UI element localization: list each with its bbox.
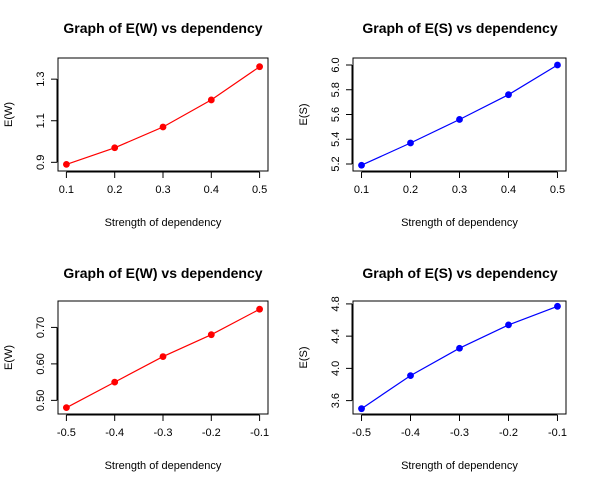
y-tick-label: 0.9 [35, 155, 47, 170]
x-axis-label: Strength of dependency [401, 460, 518, 472]
data-point [111, 144, 119, 152]
data-point [456, 116, 463, 123]
y-tick-label: 0.50 [35, 390, 47, 411]
data-point [505, 91, 512, 99]
x-tick-label: 0.2 [403, 184, 418, 196]
y-tick-label: 3.6 [330, 393, 342, 408]
data-point [207, 96, 215, 104]
x-tick-label: 0.2 [107, 184, 122, 196]
chart-panel-3: Graph of E(W) vs dependency -0.5 -0.4 -0.3 -… [3, 265, 269, 472]
chart-title: Graph of E(W) vs dependency [63, 265, 262, 281]
chart-title: Graph of E(S) vs dependency [362, 265, 557, 281]
data-point [63, 161, 70, 168]
y-axis-label: E(S) [298, 347, 310, 369]
chart-title: Graph of E(W) vs dependency [63, 20, 262, 36]
data-point [554, 302, 561, 310]
data-point [358, 161, 365, 169]
series-line [361, 64, 558, 166]
y-tick-label: 5.4 [330, 132, 342, 147]
data-point [63, 404, 70, 412]
y-tick-label: 5.2 [330, 156, 342, 171]
x-tick-label: 0.1 [354, 184, 369, 196]
x-tick-label: 0.5 [252, 184, 267, 196]
y-tick-label: 4.0 [330, 361, 342, 376]
x-axis-label: Strength of dependency [105, 217, 222, 229]
x-tick-label: 0.3 [155, 184, 170, 196]
data-point [554, 61, 561, 69]
y-tick-label: 4.4 [330, 328, 342, 343]
x-tick-label: -0.5 [57, 427, 76, 439]
data-point [256, 305, 263, 313]
data-point [505, 321, 512, 329]
y-tick-label: 1.3 [35, 72, 47, 87]
chart-title: Graph of E(S) vs dependency [362, 20, 557, 36]
y-tick-label: 5.8 [330, 82, 342, 97]
y-tick-label: 0.70 [35, 317, 47, 338]
chart-panel-1: Graph of E(W) vs dependency 0.1 0.2 0.3 0.4 0… [3, 20, 269, 229]
x-tick-label: -0.1 [250, 427, 269, 439]
y-tick-label: 0.60 [35, 353, 47, 374]
x-tick-label: -0.1 [548, 427, 567, 439]
x-tick-label: 0.4 [204, 184, 219, 196]
x-tick-label: 0.1 [59, 184, 74, 196]
plot-frame [57, 57, 269, 172]
x-tick-label: -0.2 [202, 427, 221, 439]
x-tick-label: -0.2 [499, 427, 518, 439]
chart-panel-2: Graph of E(S) vs dependency 0.1 0.2 0.3 0.4 0… [298, 20, 567, 229]
x-tick-label: -0.3 [154, 427, 173, 439]
x-tick-label: 0.5 [550, 184, 565, 196]
chart-panel-4: Graph of E(S) vs dependency -0.5 -0.4 -0.3 -… [298, 265, 567, 472]
series-line [361, 305, 558, 410]
data-point [159, 123, 167, 131]
y-tick-label: 4.8 [330, 296, 342, 311]
y-tick-label: 5.6 [330, 107, 342, 122]
data-point [456, 344, 463, 352]
x-tick-label: -0.3 [450, 427, 469, 439]
plot-frame [352, 57, 567, 172]
data-point [207, 331, 215, 339]
x-axis-label: Strength of dependency [401, 217, 518, 229]
x-tick-label: -0.4 [105, 427, 124, 439]
data-point [407, 372, 414, 380]
y-tick-label: 1.1 [35, 113, 47, 128]
data-point [256, 63, 263, 71]
data-point [159, 353, 167, 360]
data-point [358, 405, 365, 413]
x-tick-label: 0.4 [501, 184, 516, 196]
data-point [407, 139, 414, 147]
plot-frame [57, 300, 269, 415]
y-axis-label: E(S) [298, 104, 310, 126]
x-tick-label: -0.4 [401, 427, 420, 439]
y-tick-label: 6.0 [330, 57, 342, 72]
x-tick-label: 0.3 [452, 184, 467, 196]
x-tick-label: -0.5 [352, 427, 371, 439]
data-point [111, 378, 119, 386]
plot-frame [352, 300, 567, 415]
y-axis-label: E(W) [3, 345, 15, 370]
series-line [66, 66, 260, 165]
x-axis-label: Strength of dependency [105, 460, 222, 472]
y-axis-label: E(W) [3, 102, 15, 127]
